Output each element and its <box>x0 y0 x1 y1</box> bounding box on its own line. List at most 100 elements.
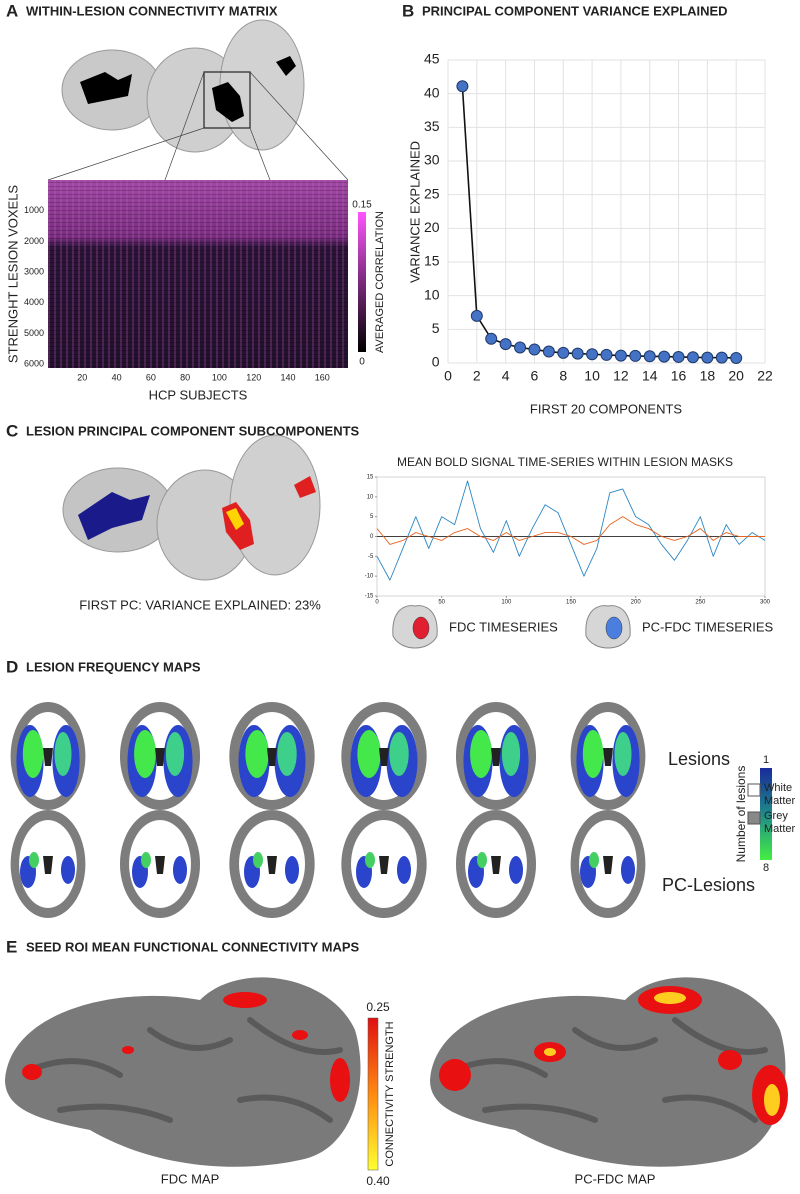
lesion-blue <box>61 856 75 884</box>
legend-swatch <box>747 811 761 825</box>
lesion-blue <box>173 856 187 884</box>
y-tick-label: 40 <box>424 84 440 100</box>
y-tick-label: 25 <box>424 185 440 201</box>
colorbar-tick: 0 <box>359 357 365 368</box>
surface-maps <box>5 977 788 1171</box>
x-tick-label: 20 <box>728 368 744 384</box>
lesion-green <box>253 852 263 868</box>
lesion-green <box>245 730 269 778</box>
lesion-green <box>477 852 487 868</box>
colorbar-tick: 0.40 <box>366 1174 390 1188</box>
colorbar-label: CONNECTIVITY STRENGTH <box>384 1021 396 1166</box>
x-tick-label: 20 <box>77 372 87 382</box>
x-tick-label: 160 <box>315 372 330 382</box>
y-tick-label: 1000 <box>24 205 44 215</box>
ventricle <box>379 856 389 874</box>
marker <box>571 347 584 360</box>
caption: PC-FDC MAP <box>575 1171 656 1186</box>
panel-label: E <box>6 937 17 956</box>
row-label: Lesions <box>668 749 730 769</box>
lesion-green <box>134 730 156 778</box>
x-tick-label: 60 <box>146 372 156 382</box>
y-tick-label: 5 <box>370 514 374 520</box>
x-axis-label: HCP SUBJECTS <box>149 387 248 402</box>
y-axis-label: VARIANCE EXPLAINED <box>407 141 422 283</box>
x-tick-label: 16 <box>671 368 687 384</box>
marker <box>485 332 498 345</box>
ventricle <box>155 748 165 766</box>
panel-title: LESION FREQUENCY MAPS <box>26 659 201 674</box>
y-tick-label: 0 <box>370 534 374 540</box>
marker <box>456 80 469 93</box>
x-tick-label: 50 <box>438 600 445 606</box>
legend-entry: White Matter <box>764 782 796 807</box>
panel-title: WITHIN-LESION CONNECTIVITY MATRIX <box>26 3 278 18</box>
lesion-green <box>357 730 381 778</box>
marker <box>701 351 714 364</box>
colorbar-label: Number of lesions <box>734 766 748 863</box>
marker <box>514 341 527 354</box>
marker <box>672 350 685 363</box>
y-tick-label: 20 <box>424 219 440 235</box>
colorbar-tick: 1 <box>763 754 769 766</box>
x-tick-label: 80 <box>180 372 190 382</box>
x-tick-label: 40 <box>112 372 122 382</box>
legend-text: White Matter <box>764 782 796 807</box>
lesion-green <box>365 852 375 868</box>
lesion-green <box>29 852 39 868</box>
y-tick-label: 10 <box>367 494 374 500</box>
x-tick-label: 0 <box>375 600 379 606</box>
marker <box>715 351 728 364</box>
marker <box>557 346 570 359</box>
heatmap-texture <box>48 180 348 368</box>
marker <box>686 351 699 364</box>
x-tick-label: 140 <box>280 372 295 382</box>
x-tick-label: 200 <box>631 600 642 606</box>
y-tick-label: 0 <box>432 354 440 370</box>
colorbar <box>367 1017 379 1171</box>
lesion-green <box>141 852 151 868</box>
lesion-green <box>54 732 72 776</box>
x-tick-label: 22 <box>757 368 773 384</box>
colorbar-tick: 8 <box>763 862 769 874</box>
y-tick-label: 6000 <box>24 359 44 369</box>
legend-swatch <box>747 783 761 797</box>
y-tick-label: -10 <box>365 574 374 580</box>
panel-label: C <box>6 421 18 440</box>
ventricle <box>43 748 53 766</box>
ventricle <box>491 748 501 766</box>
x-tick-label: 250 <box>695 600 706 606</box>
colorbar-tick: 0.25 <box>366 1000 390 1014</box>
brain-images <box>47 19 366 368</box>
lesion-blue <box>621 856 635 884</box>
lesion-green <box>165 732 185 776</box>
y-tick-label: 15 <box>367 475 374 481</box>
ventricle <box>267 856 277 874</box>
ventricle <box>379 748 389 766</box>
marker <box>600 348 613 361</box>
lesion-green <box>614 732 632 776</box>
marker <box>730 351 743 364</box>
colorbar <box>760 768 772 860</box>
y-tick-label: 10 <box>424 286 440 302</box>
y-tick-label: 5000 <box>24 328 44 338</box>
colorbar <box>358 212 366 352</box>
lesion-green <box>501 732 521 776</box>
y-tick-label: 5 <box>432 320 440 336</box>
lesion-blue <box>285 856 299 884</box>
x-tick-label: 4 <box>502 368 510 384</box>
x-tick-label: 0 <box>444 368 452 384</box>
x-tick-label: 12 <box>613 368 629 384</box>
colorbar-tick: 0.15 <box>352 200 372 211</box>
x-tick-label: 10 <box>584 368 600 384</box>
legend-swatch <box>605 616 623 640</box>
x-tick-label: 6 <box>531 368 539 384</box>
lesion-blue <box>509 856 523 884</box>
panel-title: PRINCIPAL COMPONENT VARIANCE EXPLAINED <box>422 3 728 18</box>
legend-label: PC-FDC TIMESERIES <box>642 619 774 634</box>
y-tick-label: 30 <box>424 152 440 168</box>
x-tick-label: 300 <box>760 600 771 606</box>
ventricle <box>155 856 165 874</box>
marker <box>658 350 671 363</box>
ventricle <box>267 748 277 766</box>
